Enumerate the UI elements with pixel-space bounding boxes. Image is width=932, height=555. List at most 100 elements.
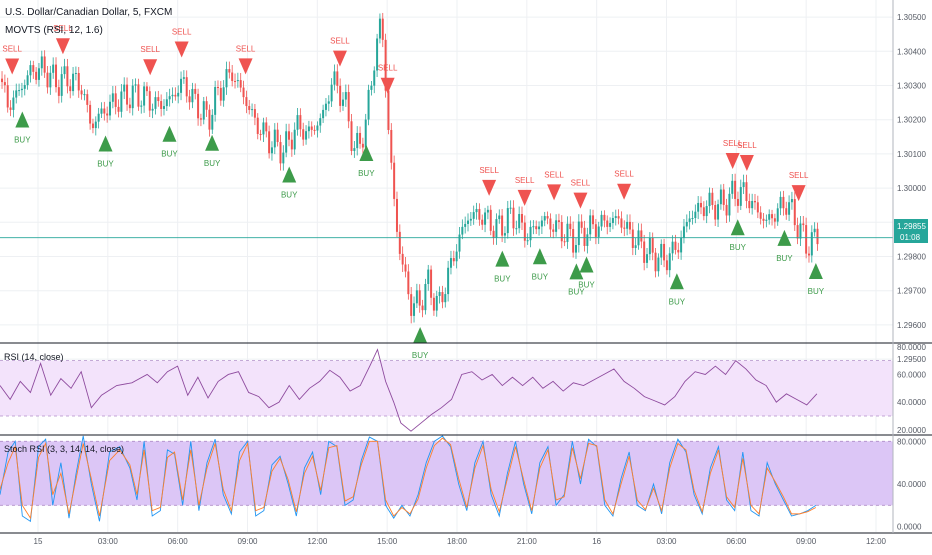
candle-body: [688, 218, 691, 222]
candle-body: [9, 107, 12, 110]
rsi-band: [0, 360, 893, 416]
time-axis-label: 12:00: [866, 537, 887, 546]
candle-body: [162, 106, 165, 109]
stoch-lines-layer: [0, 435, 817, 523]
candle-body: [609, 223, 612, 227]
candle-body: [427, 269, 430, 285]
buy-label: BUY: [776, 254, 793, 263]
candle-body: [319, 118, 322, 126]
candle-body: [600, 214, 603, 227]
candle-body: [120, 91, 123, 112]
price-axis-label: 1.29600: [897, 321, 926, 330]
candle-body: [109, 101, 112, 116]
candle-body: [393, 162, 396, 199]
candle-body: [103, 108, 106, 114]
candle-body: [731, 180, 734, 194]
candle-body: [185, 77, 188, 97]
candle-body: [211, 114, 214, 130]
sell-label: SELL: [479, 166, 499, 175]
candle-body: [288, 131, 291, 140]
candle-body: [523, 222, 526, 241]
candle-body: [3, 82, 6, 86]
sell-label: SELL: [2, 45, 22, 54]
buy-label: BUY: [669, 297, 686, 306]
candle-body: [77, 72, 80, 91]
candle-body: [401, 253, 404, 265]
candle-body: [674, 241, 677, 250]
buy-arrow: [495, 250, 510, 267]
time-axis-label: 15: [34, 537, 43, 546]
candle-body: [455, 251, 458, 262]
candle-body: [140, 105, 143, 107]
candle-body: [89, 104, 92, 124]
candle-body: [245, 97, 248, 107]
candle-body: [236, 80, 239, 82]
candle-body: [46, 72, 49, 88]
candle-body: [276, 129, 279, 143]
price-candles: [0, 12, 893, 324]
candle-body: [63, 66, 66, 75]
buy-arrow: [579, 256, 594, 273]
time-axis-label: 15:00: [377, 537, 398, 546]
candle-body: [248, 106, 251, 110]
candle-body: [586, 234, 589, 246]
candle-body: [273, 129, 276, 148]
candle-body: [728, 193, 731, 216]
candle-body: [557, 220, 560, 223]
candle-body: [344, 92, 347, 100]
candle-body: [305, 131, 308, 140]
candle-body: [682, 226, 685, 238]
candle-body: [614, 216, 617, 218]
candle-body: [43, 56, 46, 73]
candle-body: [1, 78, 4, 83]
buy-label: BUY: [808, 287, 825, 296]
candle-body: [708, 192, 711, 207]
time-axis-label: 06:00: [726, 537, 747, 546]
price-axis-label: 1.29700: [897, 287, 926, 296]
candle-body: [782, 196, 785, 209]
sell-label: SELL: [236, 44, 256, 53]
candle-body: [796, 225, 799, 239]
candle-body: [26, 75, 29, 86]
candle-body: [722, 189, 725, 205]
candle-body: [216, 86, 219, 88]
price-axis-label: 1.30000: [897, 184, 926, 193]
candle-body: [594, 224, 597, 237]
sell-arrow: [55, 38, 70, 55]
candle-body: [282, 152, 285, 164]
sell-arrow: [143, 59, 158, 76]
signal-markers: SELLSELLSELLSELLSELLSELLSELLSELLSELLSELL…: [2, 24, 824, 360]
candle-body: [583, 227, 586, 246]
time-axis-label: 21:00: [517, 537, 538, 546]
candle-body: [339, 85, 342, 106]
candle-body: [290, 139, 293, 150]
candle-body: [327, 101, 330, 104]
candle-body: [117, 106, 120, 112]
candle-body: [648, 237, 651, 255]
candle-body: [123, 84, 126, 92]
candle-body: [478, 208, 481, 220]
buy-label: BUY: [494, 275, 511, 284]
candle-body: [592, 215, 595, 225]
candle-body: [94, 121, 97, 129]
candle-body: [97, 113, 100, 122]
candle-body: [154, 97, 157, 109]
stoch-axis-label: 0.0000: [897, 523, 922, 532]
candle-body: [390, 129, 393, 163]
sell-label: SELL: [330, 37, 350, 46]
candle-body: [418, 290, 421, 306]
candle-body: [398, 231, 401, 254]
candle-body: [177, 92, 180, 97]
candle-body: [143, 86, 146, 106]
candle-body: [634, 245, 637, 248]
candle-body: [32, 65, 35, 72]
candle-body: [168, 96, 171, 100]
time-axis-label: 09:00: [237, 537, 258, 546]
candle-body: [285, 131, 288, 153]
sell-label: SELL: [737, 141, 757, 150]
sell-label: SELL: [544, 170, 564, 179]
candle-body: [711, 192, 714, 205]
candle-body: [515, 228, 518, 230]
price-badge-value: 1.29855: [897, 222, 926, 231]
